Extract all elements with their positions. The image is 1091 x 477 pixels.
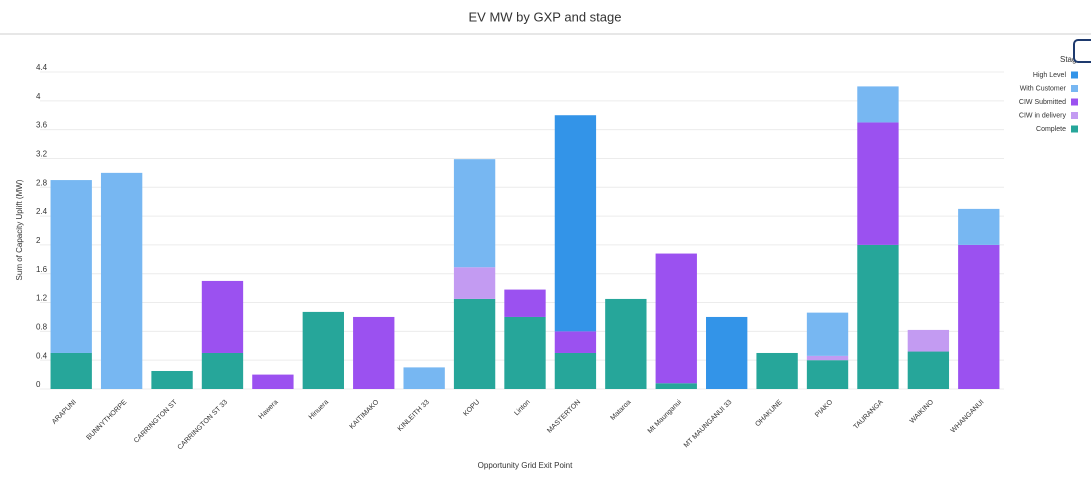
bar-segment <box>655 383 697 389</box>
bar-segment <box>252 374 294 389</box>
y-tick-label: 2.4 <box>36 207 48 216</box>
x-tick-label: CARRINGTON ST 33 <box>177 399 230 452</box>
bar-segment <box>605 298 647 389</box>
legend-swatch <box>1071 85 1078 92</box>
x-tick-label: Mt Maunganui <box>647 398 684 435</box>
bar-segment <box>201 280 244 353</box>
bar-segment <box>958 244 1000 389</box>
bar-segment <box>958 208 1000 245</box>
x-tick-label: KAITIMAKO <box>349 398 381 430</box>
bar-segment <box>453 267 496 299</box>
x-tick-label: WAIKINO <box>909 398 936 425</box>
bar-segment <box>201 352 244 389</box>
bar-segment <box>100 172 143 389</box>
legend-label: CIW in delivery <box>1019 112 1067 119</box>
bar-segment <box>907 329 950 352</box>
x-tick-label: WHANGANUI <box>950 399 986 435</box>
x-tick-label: BUNNYTHORPE <box>85 399 128 442</box>
y-tick-label: 3.2 <box>36 150 48 159</box>
bar-segment <box>151 370 193 389</box>
bar-segment <box>504 289 546 317</box>
y-tick-label: 1.6 <box>36 265 48 274</box>
bar-segment <box>554 115 597 332</box>
bar-segment <box>453 298 496 389</box>
x-tick-label: OHAKUNE <box>754 399 784 429</box>
bar-segment <box>857 244 899 389</box>
x-tick-label: Hawera <box>258 399 280 421</box>
bar-segment <box>806 312 849 356</box>
legend-title: Stage <box>1060 55 1081 64</box>
legend-swatch <box>1071 71 1078 79</box>
bar-segment <box>655 253 697 384</box>
legend-swatch <box>1071 125 1078 133</box>
y-tick-label: 1.2 <box>36 294 48 303</box>
bar-segment <box>453 159 496 268</box>
legend-label: With Customer <box>1020 85 1067 92</box>
x-tick-label: Linton <box>513 399 532 418</box>
y-tick-label: 3.6 <box>36 121 48 130</box>
bar-segment <box>857 122 899 245</box>
bar-segment <box>302 311 344 389</box>
y-tick-label: 2.8 <box>36 178 48 187</box>
bar-segment <box>756 352 798 389</box>
x-tick-label: TAURANGA <box>853 399 885 431</box>
y-tick-label: 0.8 <box>36 322 48 331</box>
menu-button[interactable] <box>1073 39 1091 63</box>
bar-segment <box>50 352 92 389</box>
bar-segment <box>907 351 950 389</box>
chart-title: EV MW by GXP and stage <box>469 9 622 24</box>
legend-label: High Level <box>1033 72 1067 79</box>
y-axis-title: Sum of Capacity Uplift (MW) <box>15 179 24 280</box>
y-tick-label: 2 <box>36 236 41 245</box>
legend-label: CIW Submitted <box>1019 99 1066 106</box>
x-tick-label: KINLEITH 33 <box>397 399 431 433</box>
legend-label: Complete <box>1036 126 1066 133</box>
x-tick-label: MASTERTON <box>546 399 582 435</box>
bar-segment <box>706 316 748 389</box>
bar-segment <box>554 331 597 353</box>
legend-swatch <box>1071 112 1078 119</box>
x-tick-label: CARRINGTON ST <box>133 398 179 444</box>
bar-segment <box>806 355 849 361</box>
x-tick-label: Hinuera <box>308 399 330 421</box>
bar-segment <box>50 180 92 353</box>
y-tick-label: 4.4 <box>36 63 48 72</box>
legend-swatch <box>1071 98 1078 106</box>
bar-segment <box>504 316 546 389</box>
x-axis-title: Opportunity Grid Exit Point <box>478 461 573 470</box>
x-tick-label: MT MAUNGANUI 33 <box>683 399 734 450</box>
x-tick-label: ARAPUNI <box>51 399 78 426</box>
x-tick-label: Mataroa <box>609 399 632 422</box>
bar-segment <box>403 367 445 389</box>
bar-segment <box>554 352 597 389</box>
x-tick-label: KOPU <box>462 399 481 418</box>
x-tick-label: PIAKO <box>814 398 834 418</box>
y-tick-label: 0.4 <box>36 351 48 360</box>
y-tick-label: 0 <box>36 380 41 389</box>
bar-segment <box>806 360 849 389</box>
y-tick-label: 4 <box>36 92 41 101</box>
bar-segment <box>857 86 899 123</box>
bar-segment <box>353 316 395 389</box>
